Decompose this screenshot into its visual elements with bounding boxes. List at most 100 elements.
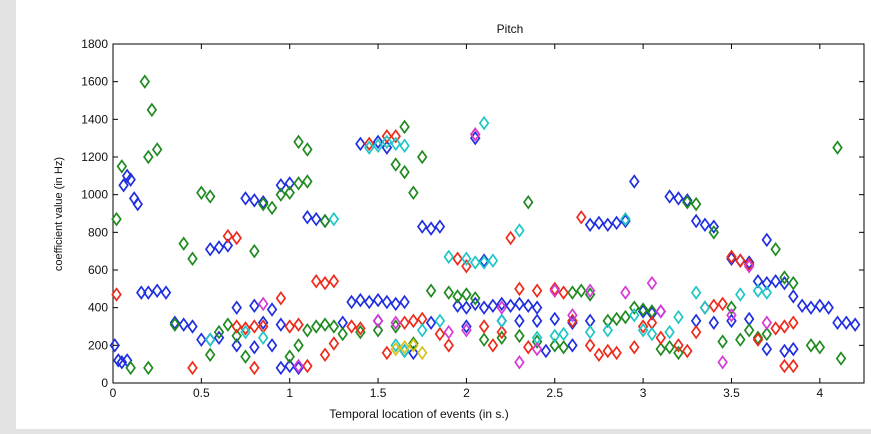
data-point (249, 319, 260, 334)
data-point (611, 345, 622, 361)
y-tick-label: 400 (88, 301, 108, 315)
data-point (372, 313, 384, 329)
data-point (717, 296, 728, 312)
data-point (567, 307, 578, 323)
data-point (531, 313, 543, 329)
data-point (549, 311, 561, 327)
data-point (461, 300, 472, 315)
x-axis-label: Temporal location of events (in s.) (329, 407, 508, 421)
data-point (452, 298, 463, 314)
data-point (390, 129, 401, 144)
data-point (231, 230, 242, 246)
data-point (275, 187, 287, 202)
data-point (690, 196, 702, 212)
data-point (637, 302, 649, 317)
data-point (779, 275, 790, 291)
data-point (293, 358, 304, 374)
data-point (620, 285, 631, 300)
data-point (505, 230, 516, 246)
data-point (779, 319, 790, 334)
data-point (602, 217, 614, 233)
data-point (567, 338, 578, 353)
data-point (257, 330, 269, 346)
data-point (231, 319, 242, 334)
data-point (222, 238, 234, 253)
data-point (363, 294, 375, 310)
data-point (151, 142, 163, 157)
data-point (355, 321, 366, 336)
data-point (832, 315, 843, 330)
data-point (558, 326, 569, 342)
data-point (151, 283, 163, 298)
data-point (302, 174, 313, 189)
data-point (399, 164, 410, 180)
data-point (249, 243, 260, 259)
x-tick-label: 3.5 (723, 386, 740, 400)
data-point (664, 189, 675, 204)
data-point (835, 351, 847, 366)
data-point (346, 319, 357, 334)
data-point (708, 315, 720, 330)
data-point (584, 338, 596, 353)
axis-ticks: 0 0.5 1 1.5 2 2.5 3 3.5 4 0 200 400 600 800 1000 1200 14… (81, 37, 864, 400)
data-point (213, 240, 225, 255)
figure-frame: Pitch 0 0.5 1 1.5 2 2.5 3 3.5 4 0 200 400 600 800 1000… (16, 0, 871, 429)
data-point (381, 140, 393, 155)
x-tick-label: 4 (816, 386, 823, 400)
data-point (381, 294, 393, 310)
data-point (646, 306, 658, 321)
data-point (284, 358, 295, 374)
data-point (461, 251, 472, 266)
data-point (496, 300, 508, 315)
data-point (416, 345, 428, 361)
data-point (319, 347, 331, 362)
data-point (531, 283, 543, 298)
y-tick-label: 600 (88, 263, 108, 277)
data-point (523, 339, 534, 355)
data-point (699, 217, 711, 233)
data-point (136, 285, 147, 300)
data-point (761, 326, 773, 342)
data-point (602, 313, 614, 329)
data-point (699, 300, 711, 315)
data-point (302, 358, 313, 374)
data-point (204, 332, 216, 347)
data-point (461, 258, 472, 274)
data-point (328, 211, 340, 227)
data-point (514, 328, 525, 344)
data-point (735, 287, 746, 302)
data-point (143, 285, 154, 300)
data-point (514, 223, 525, 238)
data-point (743, 255, 755, 270)
data-point (178, 317, 189, 332)
data-point (788, 315, 799, 330)
data-point (452, 251, 463, 266)
data-point (196, 185, 207, 201)
data-point (187, 319, 198, 334)
y-tick-label: 1400 (81, 112, 108, 126)
data-point (469, 296, 481, 312)
data-point (549, 283, 561, 298)
y-tick-label: 0 (101, 376, 108, 390)
data-point (655, 304, 667, 319)
data-point (567, 285, 578, 300)
data-point (629, 174, 640, 189)
data-point (408, 313, 419, 329)
data-point (646, 275, 658, 291)
data-point (726, 249, 737, 265)
data-point (726, 300, 737, 315)
data-point (443, 249, 454, 265)
data-point (363, 136, 375, 152)
data-point (487, 338, 499, 353)
data-point (125, 172, 136, 187)
data-point (788, 341, 799, 357)
data-point (761, 275, 773, 291)
data-point (372, 292, 384, 308)
data-point (310, 319, 322, 334)
data-point (664, 339, 675, 355)
data-point (187, 360, 198, 376)
data-point (478, 332, 490, 347)
data-point (611, 215, 622, 231)
data-point (399, 339, 410, 355)
data-point (399, 138, 410, 153)
